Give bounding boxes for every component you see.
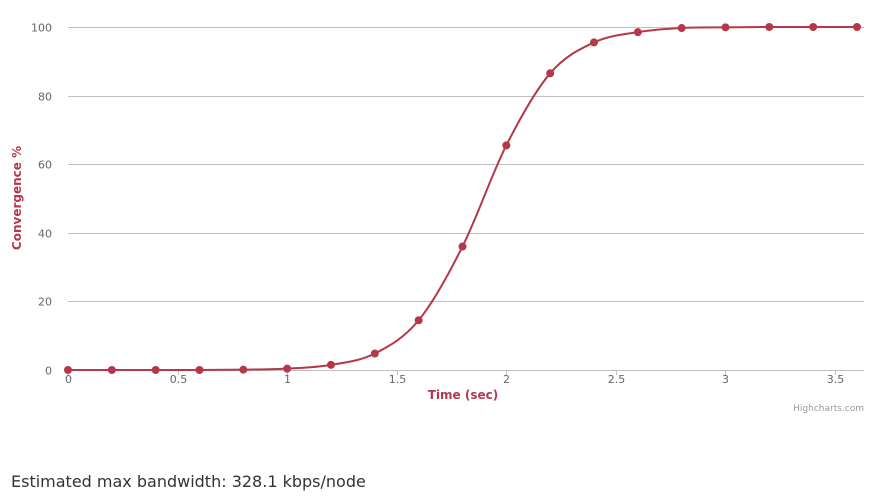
credits-link[interactable]: Highcharts.com <box>793 404 864 414</box>
data-point[interactable] <box>370 349 379 358</box>
x-tick-label: 1.5 <box>389 373 407 386</box>
y-tick-label: 60 <box>38 159 52 172</box>
data-point[interactable] <box>151 366 160 374</box>
data-point[interactable] <box>283 364 292 373</box>
data-point[interactable] <box>633 28 642 37</box>
y-tick-label: 100 <box>31 22 52 35</box>
x-tick-label: 3.5 <box>827 373 845 386</box>
x-tick-label: 0 <box>65 373 72 386</box>
x-tick-label: 2 <box>503 373 510 386</box>
x-axis-title: Time (sec) <box>428 388 498 402</box>
y-tick-label: 0 <box>45 365 52 378</box>
data-point[interactable] <box>677 24 686 33</box>
bandwidth-estimate: Estimated max bandwidth: 328.1 kbps/node <box>11 472 366 491</box>
x-tick-label: 3 <box>722 373 729 386</box>
series-convergence <box>64 23 861 374</box>
data-point[interactable] <box>239 365 248 374</box>
data-point[interactable] <box>195 366 204 374</box>
y-tick-label: 80 <box>38 91 52 104</box>
data-point[interactable] <box>590 38 598 47</box>
y-tick-label: 40 <box>38 228 52 241</box>
series-line <box>67 25 857 372</box>
y-axis-title: Convergence % <box>10 146 24 250</box>
x-tick-label: 1 <box>284 373 291 386</box>
data-point[interactable] <box>809 23 818 31</box>
y-axis-ticks: 0 20 40 60 80 100 <box>31 22 52 378</box>
data-point[interactable] <box>765 23 774 31</box>
data-point[interactable] <box>502 141 511 150</box>
x-axis: 0 0.5 1 1.5 2 2.5 3 3.5 <box>65 370 844 386</box>
data-point[interactable] <box>107 366 116 374</box>
data-point[interactable] <box>414 316 423 325</box>
data-point[interactable] <box>458 242 467 251</box>
convergence-chart: 0 0.5 1 1.5 2 2.5 3 3.5 0 20 40 60 80 100 Time (sec)… <box>10 22 864 414</box>
data-point[interactable] <box>546 69 555 78</box>
x-tick-label: 2.5 <box>608 373 626 386</box>
data-point[interactable] <box>327 360 335 369</box>
y-tick-label: 20 <box>38 296 52 309</box>
x-tick-label: 0.5 <box>170 373 188 386</box>
data-point[interactable] <box>853 23 861 31</box>
data-point[interactable] <box>721 23 730 32</box>
data-point[interactable] <box>64 366 72 374</box>
grid-lines <box>68 27 864 371</box>
